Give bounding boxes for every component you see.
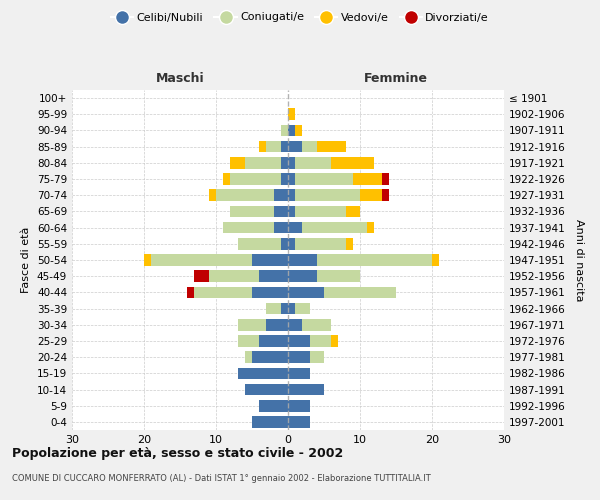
Bar [281,238,288,250]
Bar [331,157,374,168]
Bar [288,368,310,379]
Bar [310,335,331,347]
Bar [245,157,281,168]
Bar [266,319,288,330]
Bar [295,238,346,250]
Bar [252,352,288,363]
Bar [331,335,338,347]
Bar [238,319,266,330]
Bar [288,173,295,185]
Bar [288,352,310,363]
Bar [360,190,382,201]
Bar [382,173,389,185]
Bar [281,302,288,314]
Bar [295,190,360,201]
Bar [317,270,360,282]
Bar [288,286,324,298]
Bar [274,206,288,218]
Text: Maschi: Maschi [155,72,205,86]
Bar [367,222,374,234]
Bar [302,222,367,234]
Bar [288,254,317,266]
Bar [288,141,302,152]
Bar [245,384,288,396]
Bar [230,157,245,168]
Bar [223,222,274,234]
Bar [259,270,288,282]
Bar [288,270,317,282]
Bar [223,173,230,185]
Bar [288,238,295,250]
Bar [230,173,281,185]
Bar [274,190,288,201]
Bar [288,190,295,201]
Bar [252,416,288,428]
Bar [288,222,302,234]
Bar [295,173,353,185]
Bar [346,238,353,250]
Bar [187,286,194,298]
Bar [259,335,288,347]
Bar [295,124,302,136]
Bar [302,141,317,152]
Bar [238,238,281,250]
Bar [288,400,310,411]
Bar [274,222,288,234]
Bar [288,335,310,347]
Bar [302,319,331,330]
Bar [288,416,310,428]
Bar [281,157,288,168]
Y-axis label: Fasce di età: Fasce di età [22,227,31,293]
Bar [288,108,295,120]
Bar [281,173,288,185]
Bar [259,400,288,411]
Bar [238,335,259,347]
Bar [238,368,288,379]
Bar [209,270,259,282]
Bar [194,270,209,282]
Bar [151,254,252,266]
Bar [353,173,382,185]
Bar [317,141,346,152]
Bar [346,206,360,218]
Text: COMUNE DI CUCCARO MONFERRATO (AL) - Dati ISTAT 1° gennaio 2002 - Elaborazione TU: COMUNE DI CUCCARO MONFERRATO (AL) - Dati… [12,474,431,483]
Bar [295,206,346,218]
Text: Femmine: Femmine [364,72,428,86]
Bar [288,206,295,218]
Bar [310,352,324,363]
Bar [245,352,252,363]
Bar [432,254,439,266]
Bar [259,141,266,152]
Legend: Celibi/Nubili, Coniugati/e, Vedovi/e, Divorziati/e: Celibi/Nubili, Coniugati/e, Vedovi/e, Di… [107,8,493,27]
Bar [295,157,331,168]
Bar [266,302,281,314]
Bar [288,302,295,314]
Bar [281,124,288,136]
Bar [288,157,295,168]
Text: Popolazione per età, sesso e stato civile - 2002: Popolazione per età, sesso e stato civil… [12,448,343,460]
Bar [317,254,432,266]
Bar [230,206,274,218]
Bar [288,384,324,396]
Bar [295,302,310,314]
Bar [194,286,252,298]
Bar [281,141,288,152]
Bar [144,254,151,266]
Bar [209,190,216,201]
Bar [324,286,396,298]
Bar [266,141,281,152]
Bar [288,319,302,330]
Bar [252,254,288,266]
Y-axis label: Anni di nascita: Anni di nascita [574,218,584,301]
Bar [216,190,274,201]
Bar [288,124,295,136]
Bar [252,286,288,298]
Bar [382,190,389,201]
